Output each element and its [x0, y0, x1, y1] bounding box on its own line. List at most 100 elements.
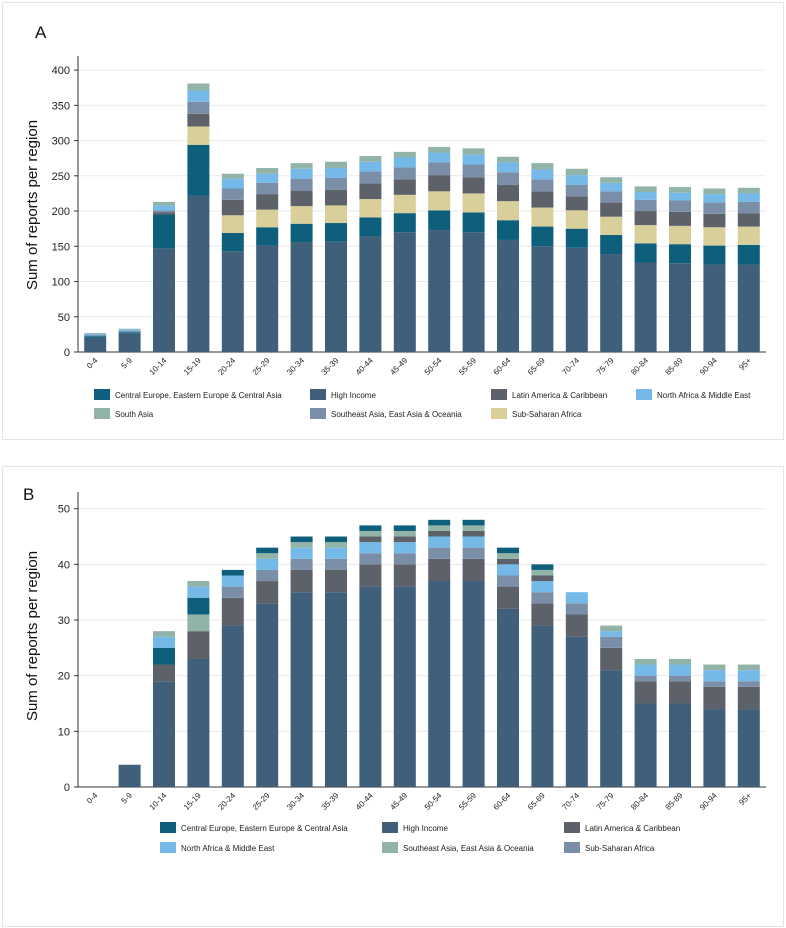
- bar-segment-50-54-high-income: [428, 581, 451, 787]
- panel-b-legend: Central Europe, Eastern Europe & Central…: [160, 822, 680, 853]
- x-tick-label: 40-44: [354, 356, 375, 377]
- bar-segment-75-79-sub-saharan-africa: [600, 636, 623, 648]
- bar-segment-0-4-high-income: [84, 337, 107, 352]
- bar-segment-55-59-sub-saharan-africa: [462, 193, 485, 213]
- bar-segment-10-14-north-africa-middle-east: [152, 205, 176, 211]
- bar-segment-60-64-high-income: [496, 608, 520, 787]
- bar-segment-55-59-latin-america-caribbean-upper-: [462, 530, 485, 537]
- bar-segment-25-29-latin-america-caribbean: [256, 581, 279, 604]
- bar-segment-70-74-high-income: [565, 636, 588, 787]
- bar-segment-60-64-southeast-asia-east-asia-oceania: [496, 172, 520, 185]
- bar-segment-15-19-central-europe-eastern-europe-central-asia: [187, 144, 210, 196]
- bar-segment-50-54-latin-america-caribbean: [428, 558, 451, 582]
- bar-segment-50-54-south-asia: [428, 146, 451, 153]
- y-tick-label: 40: [58, 559, 70, 571]
- y-tick-label: 30: [58, 615, 70, 627]
- x-tick-label: 65-69: [526, 356, 547, 377]
- bar-segment-75-79-latin-america-caribbean: [600, 647, 623, 671]
- bar-segment-30-34-sub-saharan-africa: [290, 206, 313, 224]
- bar-segment-90-94-latin-america-caribbean: [703, 686, 726, 710]
- legend-swatch: [310, 408, 326, 419]
- bar-segment-85-89-southeast-asia-east-asia-oceania: [668, 200, 692, 212]
- bar-segment-80-84-sub-saharan-africa: [634, 675, 657, 682]
- bar-segment-65-69-north-africa-middle-east: [531, 581, 554, 593]
- bar-segment-10-14-southeast-asia-east-asia-oceania: [152, 210, 176, 213]
- x-tick-label: 45-49: [388, 356, 409, 377]
- bar-segment-45-49-sub-saharan-africa: [393, 553, 416, 565]
- bar-segment-10-14-high-income: [152, 681, 176, 787]
- x-tick-label: 80-84: [629, 356, 650, 377]
- bar-segment-80-84-southeast-asia-east-asia-oceania: [634, 199, 657, 212]
- bar-segment-55-59-latin-america-caribbean: [462, 177, 485, 194]
- bar-segment-90-94-high-income: [703, 709, 726, 787]
- bar-segment-30-34-latin-america-caribbean: [290, 190, 313, 207]
- legend-swatch: [491, 408, 507, 419]
- y-tick-label: 20: [58, 671, 70, 683]
- bar-segment-25-29-latin-america-caribbean: [256, 194, 279, 210]
- bar-segment-20-24-high-income: [221, 251, 244, 352]
- bar-segment-40-44-latin-america-caribbean-upper-: [359, 536, 382, 543]
- y-tick-label: 10: [58, 726, 70, 738]
- legend-swatch: [564, 822, 580, 833]
- bar-segment-5-9-high-income: [118, 333, 141, 352]
- bar-segment-70-74-sub-saharan-africa: [565, 603, 588, 615]
- bar-segment-40-44-south-asia: [359, 156, 382, 162]
- legend-label: South Asia: [115, 410, 154, 419]
- bar-segment-90-94-latin-america-caribbean: [703, 213, 726, 228]
- bar-segment-95+-sub-saharan-africa: [737, 226, 760, 245]
- bar-segment-70-74-sub-saharan-africa: [565, 210, 588, 229]
- bar-segment-65-69-latin-america-caribbean: [531, 603, 554, 626]
- bar-segment-20-24-high-income: [221, 625, 244, 787]
- bar-segment-45-49-central-europe-eastern-europe-central-asia: [393, 213, 416, 233]
- y-tick-label: 400: [52, 65, 70, 77]
- bar-segment-90-94-north-africa-middle-east: [703, 670, 726, 682]
- bar-segment-20-24-latin-america-caribbean: [221, 199, 244, 216]
- legend-swatch: [636, 389, 652, 400]
- bar-segment-55-59-latin-america-caribbean: [462, 558, 485, 582]
- panel-a-letter: A: [35, 23, 47, 42]
- bar-segment-75-79-sub-saharan-africa: [600, 216, 623, 236]
- y-tick-label: 0: [64, 347, 70, 359]
- x-tick-label: 10-14: [148, 356, 169, 377]
- bar-segment-25-29-central-europe-eastern-europe-central-asia: [256, 227, 279, 246]
- bar-segment-5-9-central-europe-eastern-europe-central-asia: [118, 332, 141, 334]
- bar-segment-35-39-central-europe-eastern-europe-central-asia-top-: [324, 536, 348, 543]
- bar-segment-35-39-sub-saharan-africa: [324, 558, 348, 570]
- legend-label: Southeast Asia, East Asia & Oceania: [331, 410, 462, 419]
- bar-segment-60-64-high-income: [496, 239, 520, 352]
- bar-segment-75-79-north-africa-middle-east: [600, 182, 623, 192]
- legend-label: North Africa & Middle East: [181, 844, 275, 853]
- bar-segment-45-49-latin-america-caribbean: [393, 179, 416, 195]
- bar-segment-50-54-central-europe-eastern-europe-central-asia: [428, 210, 451, 231]
- bar-segment-60-64-latin-america-caribbean-upper-: [496, 558, 520, 565]
- bar-segment-50-54-north-africa-middle-east: [428, 536, 451, 548]
- bar-segment-90-94-southeast-asia-east-asia-oceania-upper-: [703, 664, 726, 671]
- x-tick-label: 50-54: [423, 791, 444, 812]
- bar-segment-50-54-latin-america-caribbean: [428, 175, 451, 192]
- bar-segment-80-84-high-income: [634, 703, 657, 787]
- bar-segment-40-44-latin-america-caribbean: [359, 183, 382, 200]
- bar-segment-30-34-latin-america-caribbean: [290, 569, 313, 593]
- bar-segment-20-24-sub-saharan-africa: [221, 215, 244, 233]
- bar-segment-10-14-latin-america-caribbean: [152, 212, 176, 215]
- y-tick-label: 200: [52, 206, 70, 218]
- bar-segment-95+-latin-america-caribbean: [737, 213, 760, 227]
- bar-segment-10-14-high-income: [152, 248, 176, 352]
- bar-segment-35-39-southeast-asia-east-asia-oceania: [324, 177, 348, 190]
- bar-segment-95+-central-europe-eastern-europe-central-asia: [737, 244, 760, 265]
- y-tick-label: 250: [52, 171, 70, 183]
- bar-segment-35-39-sub-saharan-africa: [324, 205, 348, 224]
- bar-segment-15-19-southeast-asia-east-asia-oceania: [187, 614, 210, 632]
- legend-swatch: [160, 822, 176, 833]
- bar-segment-85-89-sub-saharan-africa: [668, 675, 692, 682]
- bar-segment-50-54-sub-saharan-africa: [428, 547, 451, 559]
- bar-segment-60-64-north-africa-middle-east: [496, 564, 520, 576]
- bar-segment-20-24-south-asia: [221, 173, 244, 179]
- bar-segment-90-94-southeast-asia-east-asia-oceania: [703, 202, 726, 214]
- bar-segment-85-89-latin-america-caribbean: [668, 211, 692, 226]
- bar-segment-25-29-sub-saharan-africa: [256, 209, 279, 228]
- x-tick-label: 15-19: [182, 356, 203, 377]
- bar-segment-10-14-central-europe-eastern-europe-central-asia: [152, 647, 176, 665]
- x-tick-label: 85-89: [664, 356, 685, 377]
